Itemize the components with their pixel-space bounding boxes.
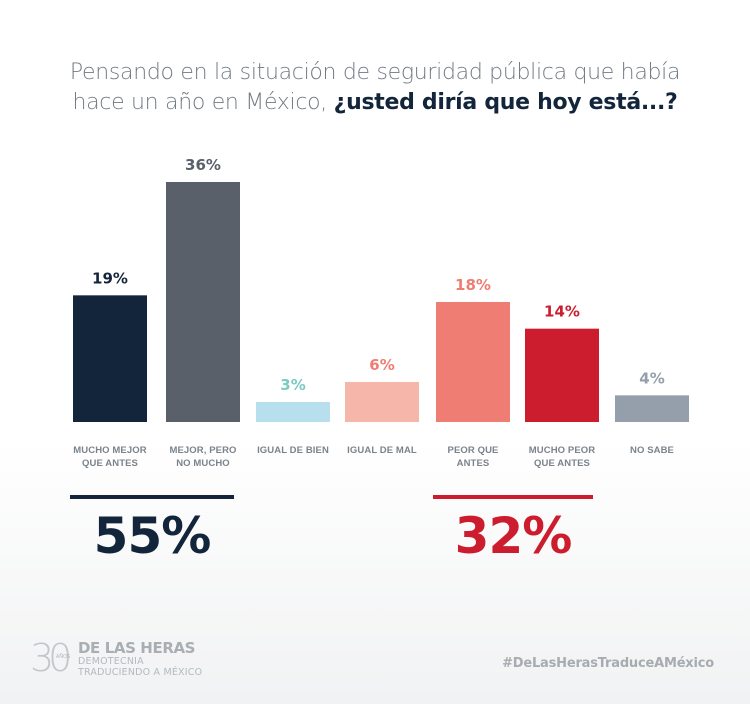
category-label-6: NO SABE	[630, 445, 674, 456]
category-label-1: MEJOR, PERO	[169, 445, 236, 456]
worse-total-value: 32%	[454, 507, 573, 565]
worse-group-underline	[433, 495, 593, 499]
chart-title: Pensando en la situación de seguridad pú…	[0, 58, 750, 118]
value-label-2: 3%	[280, 376, 305, 394]
bar-1	[166, 182, 240, 422]
category-label-2: IGUAL DE BIEN	[257, 445, 329, 456]
title-line-1: Pensando en la situación de seguridad pú…	[69, 60, 681, 85]
bar-5	[525, 328, 599, 422]
de-las-heras-logo: 30 AÑOS DE LAS HERAS DEMOTECNIA TRADUCIE…	[30, 638, 230, 678]
value-label-6: 4%	[639, 369, 664, 387]
better-total-value: 55%	[93, 507, 212, 565]
logo-subtitle-1: DEMOTECNIA	[78, 656, 144, 667]
value-label-0: 19%	[92, 269, 128, 287]
bar-4	[436, 302, 510, 422]
category-label-4-line-2: ANTES	[457, 458, 490, 469]
title-line-2-regular: hace un año en México,	[72, 90, 334, 115]
logo-30-anos-mark: 30	[30, 636, 72, 680]
value-label-1: 36%	[185, 156, 221, 174]
logo-brand-name: DE LAS HERAS	[78, 639, 196, 657]
bar-6	[615, 395, 689, 422]
category-label-0-line-2: QUE ANTES	[82, 458, 138, 469]
bar-3	[345, 382, 419, 422]
category-label-1-line-2: NO MUCHO	[176, 458, 230, 469]
category-label-4: PEOR QUE	[448, 445, 499, 456]
category-label-3: IGUAL DE MAL	[347, 445, 417, 456]
value-label-4: 18%	[455, 276, 491, 294]
bar-0	[73, 295, 147, 422]
hashtag: #DeLasHerasTraduceAMéxico	[502, 656, 714, 671]
category-label-0: MUCHO MEJOR	[73, 445, 146, 456]
bar-2	[256, 402, 330, 422]
value-label-5: 14%	[544, 303, 580, 321]
title-line-2: hace un año en México, ¿usted diría que …	[0, 88, 750, 118]
logo-anos-text: AÑOS	[56, 654, 71, 660]
category-label-5: MUCHO PEOR	[529, 445, 595, 456]
title-question: ¿usted diría que hoy está...?	[333, 90, 678, 115]
value-label-3: 6%	[369, 356, 394, 374]
better-group-underline	[70, 495, 234, 499]
logo-subtitle-2: TRADUCIENDO A MÉXICO	[78, 667, 203, 678]
category-label-5-line-2: QUE ANTES	[534, 458, 590, 469]
